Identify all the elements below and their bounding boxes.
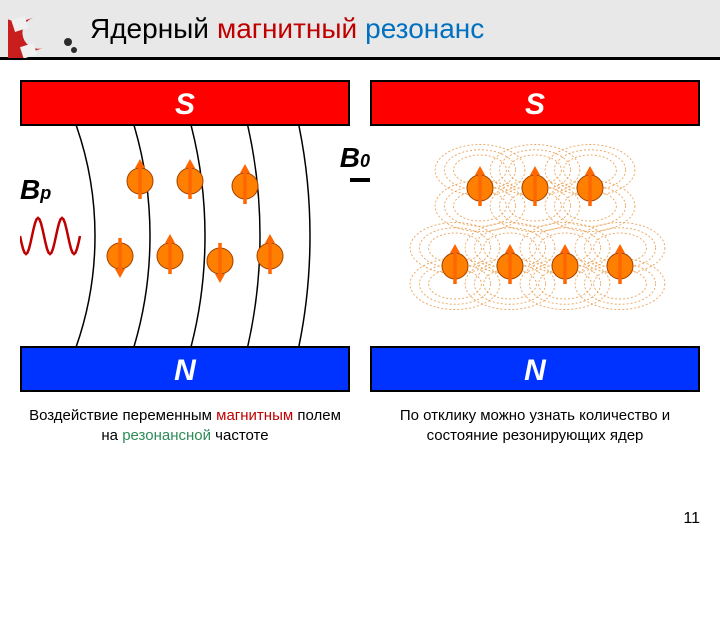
page-number: 11 — [683, 510, 700, 528]
label-bp-sub: р — [40, 183, 51, 203]
left-diagram: Bр B0 — [20, 126, 350, 346]
title-word-3: резонанс — [365, 13, 492, 45]
panels-container: S Bр B0 N Воздействие переменным магнитн… — [0, 80, 720, 445]
label-b0: B0 — [340, 142, 370, 174]
title-word-1: Ядерный — [90, 13, 217, 45]
pole-s-left: S — [20, 80, 350, 126]
left-panel: S Bр B0 N Воздействие переменным магнитн… — [20, 80, 350, 445]
pole-s-right: S — [370, 80, 700, 126]
left-svg — [20, 126, 350, 346]
magnet-icon — [8, 2, 86, 63]
title-word-2: магнитный — [217, 13, 365, 45]
right-panel: S N По отклику можно узнать количество и… — [370, 80, 700, 445]
right-svg — [370, 126, 700, 346]
label-b0-main: B — [340, 142, 360, 173]
caption-right: По отклику можно узнать количество и сос… — [370, 406, 700, 445]
label-bp-main: B — [20, 174, 40, 205]
pole-n-right: N — [370, 346, 700, 392]
label-b0-sub: 0 — [360, 151, 370, 171]
pole-n-left: N — [20, 346, 350, 392]
label-bp: Bр — [20, 174, 51, 206]
title-bar: Ядерный магнитный резонанс — [0, 0, 720, 60]
right-diagram — [370, 126, 700, 346]
caption-left: Воздействие переменным магнитным полем н… — [20, 406, 350, 445]
